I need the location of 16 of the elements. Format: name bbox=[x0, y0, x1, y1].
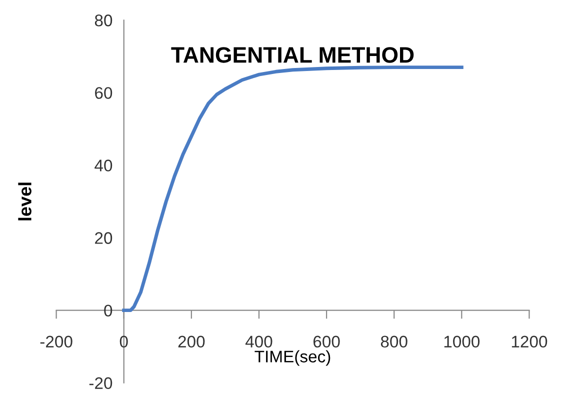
x-tick-label: -200 bbox=[40, 336, 72, 348]
x-tick-label: 600 bbox=[313, 336, 340, 348]
y-tick-label: 40 bbox=[94, 160, 112, 172]
line-series bbox=[122, 66, 464, 312]
y-axis-title: level bbox=[18, 182, 32, 220]
x-tick-label: 800 bbox=[380, 336, 408, 348]
x-axis-title: TIME(sec) bbox=[254, 350, 330, 366]
x-tick-label: 200 bbox=[178, 336, 205, 348]
y-tick-label: 80 bbox=[94, 14, 112, 26]
x-tick-label: 1200 bbox=[512, 336, 548, 348]
x-tick-label: 400 bbox=[245, 336, 272, 348]
text: TANGENTIAL METHOD bbox=[171, 47, 414, 63]
x-tick-label: 1000 bbox=[444, 336, 480, 348]
y-tick-label: 20 bbox=[95, 232, 112, 244]
y-tick-label: 60 bbox=[95, 87, 112, 99]
y-tick-label: -20 bbox=[89, 377, 112, 390]
